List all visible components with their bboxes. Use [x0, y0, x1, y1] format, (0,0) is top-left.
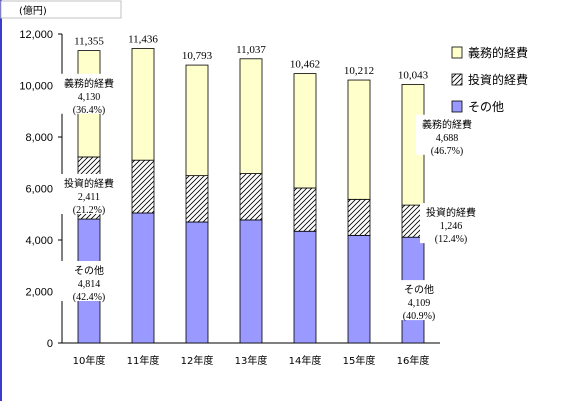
- window-left-edge: [0, 0, 2, 401]
- x-tick-label: 16年度: [397, 354, 430, 367]
- legend-label: その他: [468, 100, 504, 114]
- y-tick-label: 6,000: [25, 184, 53, 196]
- unit-label: (億円): [19, 4, 47, 17]
- annotation-box: [416, 114, 478, 155]
- annotation-value: 4,688: [436, 133, 459, 144]
- total-label: 10,043: [398, 69, 429, 81]
- annotation-box: [420, 203, 482, 244]
- y-tick-label: 2,000: [25, 287, 53, 299]
- legend-label: 投資的経費: [468, 72, 528, 87]
- annotation-value: 4,814: [78, 279, 101, 290]
- x-tick-label: 15年度: [343, 354, 376, 367]
- annotation-value: 2,411: [78, 192, 100, 203]
- bar-segment: [185, 175, 209, 223]
- legend-swatch: [451, 46, 463, 59]
- bar-segment: [185, 221, 209, 344]
- x-tick-label: 11年度: [127, 354, 160, 367]
- x-tick-label: 13年度: [235, 354, 268, 367]
- y-tick-label: 4,000: [25, 235, 53, 247]
- annotation-box: [58, 173, 120, 214]
- x-tick-label: 14年度: [289, 354, 322, 367]
- bar-segment: [239, 173, 263, 221]
- annotation-value: 1,246: [440, 221, 463, 232]
- total-labels: 11,355 11,436 10,793 11,037 10,462 10,212 10,0…: [74, 34, 429, 82]
- legend-swatch: [451, 73, 463, 86]
- bar-segment: [347, 234, 371, 344]
- annotation-percent: (40.9%): [403, 311, 436, 322]
- annotation-box: [58, 73, 120, 114]
- bar-segment: [131, 159, 155, 214]
- bar-segment: [347, 79, 371, 200]
- total-label: 10,793: [182, 50, 213, 62]
- x-tick-label: 10年度: [73, 354, 106, 367]
- annotation-percent: (46.7%): [431, 146, 464, 157]
- annotation-label: 義務的経費: [422, 118, 472, 131]
- annotation-percent: (42.4%): [73, 292, 106, 303]
- bar-segment: [293, 73, 317, 189]
- annotation-label: 義務的経費: [64, 77, 114, 90]
- bar-segment: [239, 58, 263, 174]
- annotation-percent: (21.2%): [73, 205, 106, 216]
- total-label: 11,355: [74, 36, 104, 48]
- annotation-value: 4,130: [78, 92, 101, 103]
- annotation-label: その他: [74, 264, 104, 277]
- bar-segment: [239, 219, 263, 344]
- annotation-box: [58, 261, 120, 302]
- x-axis-labels: 10年度 11年度 12年度 13年度 14年度 15年度 16年度: [73, 354, 430, 367]
- bar-segment: [293, 187, 317, 232]
- total-label: 11,037: [236, 44, 266, 56]
- annotation-box: [388, 280, 450, 321]
- annotation-label: 投資的経費: [64, 177, 114, 190]
- y-tick-label: 10,000: [19, 81, 53, 93]
- bar-segment: [293, 230, 317, 344]
- unit-label-box: [0, 0, 122, 19]
- legend-label: 義務的経費: [468, 45, 528, 60]
- bar-segment: [131, 48, 155, 161]
- annotation-percent: (12.4%): [435, 234, 468, 245]
- total-label: 11,436: [128, 34, 158, 46]
- annotation-label: 投資的経費: [426, 206, 476, 219]
- total-label: 10,212: [344, 65, 374, 77]
- bar-segment: [131, 212, 155, 344]
- x-tick-label: 12年度: [181, 354, 214, 367]
- y-tick-label: 0: [47, 338, 53, 350]
- bar-segment: [347, 198, 371, 236]
- annotation-value: 4,109: [408, 298, 431, 309]
- total-label: 10,462: [290, 59, 320, 71]
- y-tick-label: 8,000: [25, 132, 53, 144]
- annotation-label: その他: [404, 283, 434, 296]
- bars-group: [77, 48, 425, 344]
- y-tick-label: 12,000: [19, 29, 53, 41]
- annotation-percent: (36.4%): [73, 105, 106, 116]
- bar-segment: [185, 64, 209, 177]
- legend-swatch: [451, 100, 463, 113]
- segment-annotations: 義務的経費 4,130 (36.4%) 投資的経費 2,411 (21.2%) その他 4,8…: [58, 73, 482, 322]
